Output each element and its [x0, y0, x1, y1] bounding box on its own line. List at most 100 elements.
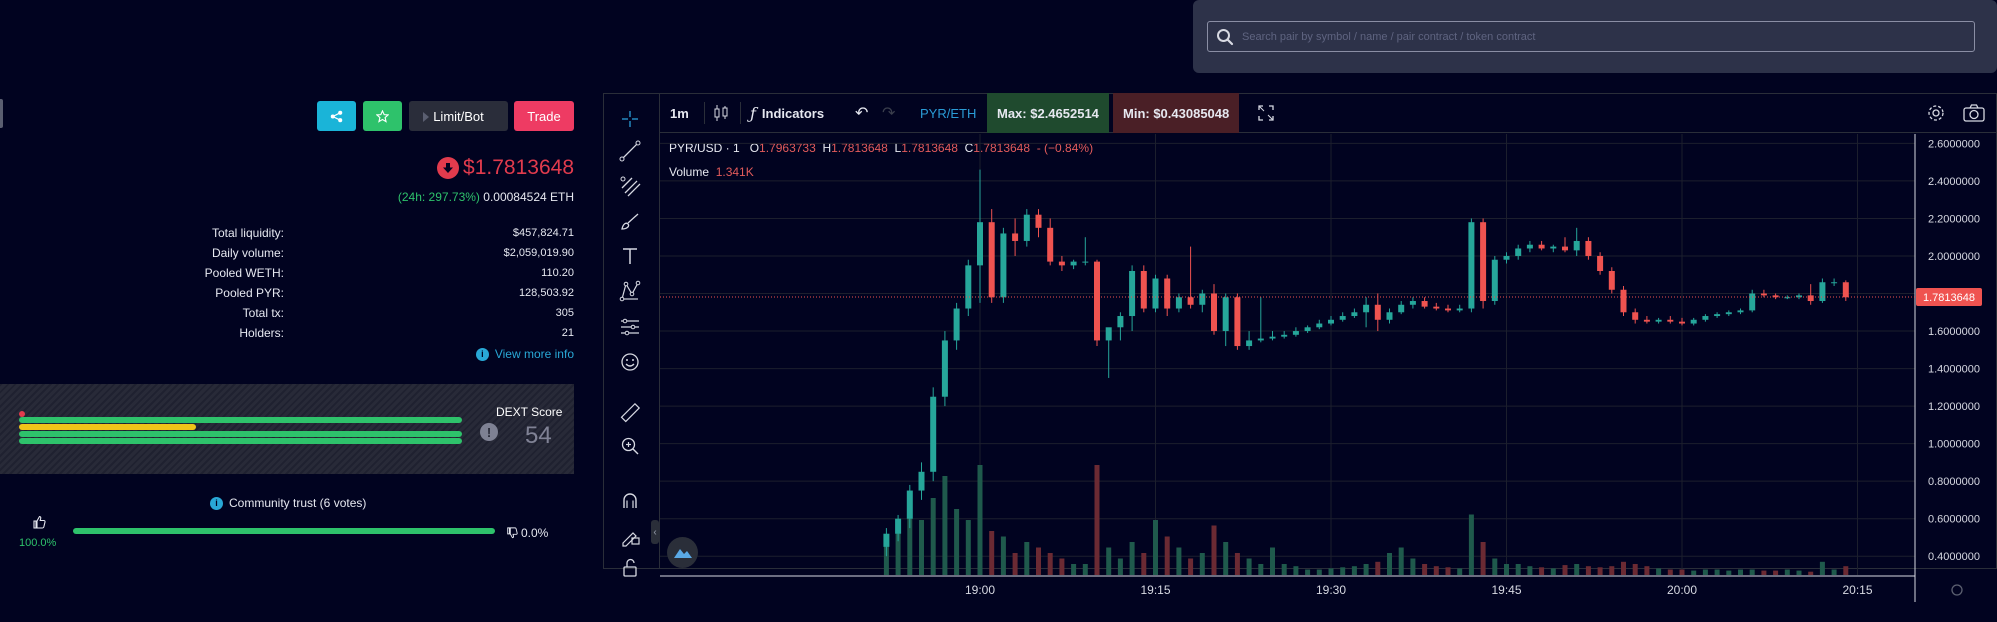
volume-bar: [1667, 569, 1673, 575]
x-tick-label: 19:45: [1491, 583, 1521, 597]
x-tick-label: 20:00: [1667, 583, 1697, 597]
emoji-icon[interactable]: [617, 349, 643, 375]
legend-c-label: C: [964, 141, 974, 155]
downvote-percent: 0.0%: [521, 526, 549, 540]
dext-bar: [19, 417, 462, 423]
chart-container: [603, 93, 1997, 569]
dext-bar: [19, 424, 197, 430]
volume-bar: [1831, 569, 1837, 575]
stat-label: Holders:: [239, 326, 284, 340]
stat-label: Pooled WETH:: [204, 266, 284, 280]
separator: [704, 102, 705, 124]
pattern-icon[interactable]: [617, 278, 643, 304]
price-down-icon: [437, 157, 460, 179]
volume-bar: [1316, 569, 1322, 575]
min-price-badge: Min: $0.43085048: [1113, 93, 1240, 133]
favorite-button[interactable]: [363, 101, 402, 131]
fullscreen-icon[interactable]: [1257, 93, 1275, 133]
trade-button[interactable]: Trade: [514, 101, 574, 131]
trend-line-icon[interactable]: [617, 138, 643, 164]
search-panel: [1193, 0, 1997, 73]
info-icon[interactable]: i: [210, 496, 223, 510]
community-trust-bar: [73, 528, 495, 534]
candles-icon[interactable]: [713, 93, 729, 133]
prediction-icon[interactable]: [617, 314, 643, 340]
ruler-icon[interactable]: [617, 400, 643, 426]
unlock-icon[interactable]: [617, 555, 643, 581]
camera-icon[interactable]: [1963, 93, 1985, 133]
warning-icon[interactable]: !: [480, 423, 498, 441]
collapse-toolbar-button[interactable]: ‹: [651, 520, 659, 544]
limit-bot-button[interactable]: Limit/Bot: [409, 101, 508, 131]
lock-drawing-icon[interactable]: [617, 523, 643, 549]
volume-bar: [1679, 569, 1685, 575]
logo-icon: [673, 548, 692, 558]
x-tick-label: 19:15: [1140, 583, 1170, 597]
pitchfork-icon[interactable]: [617, 173, 643, 199]
separator: [740, 102, 741, 124]
volume-label: Volume: [669, 165, 710, 179]
community-trust-label: Community trust (6 votes): [229, 496, 367, 510]
undo-icon[interactable]: ↶: [855, 105, 869, 122]
pair-switch-button[interactable]: PYR/ETH: [920, 93, 976, 133]
text-icon[interactable]: [617, 243, 643, 269]
magnet-icon[interactable]: [617, 488, 643, 514]
stat-label: Daily volume:: [211, 246, 284, 260]
caret-icon: [423, 112, 429, 122]
stat-value: $457,824.71: [512, 227, 574, 239]
brush-icon[interactable]: [617, 209, 643, 235]
legend-h-label: H: [822, 141, 832, 155]
pair-label: PYR/ETH: [920, 105, 977, 121]
stat-value: 21: [561, 327, 574, 339]
volume-bar: [1749, 569, 1755, 575]
search-input[interactable]: [1242, 30, 1974, 43]
legend-o-label: O: [749, 141, 760, 155]
thumbs-up-icon[interactable]: [32, 515, 46, 534]
dext-score-panel: DEXT Score ! 54: [0, 384, 574, 474]
volume-bar: [1726, 570, 1732, 575]
view-more-info-label: View more info: [494, 347, 574, 361]
axis-settings-icon: [1951, 584, 1963, 596]
crosshair-icon[interactable]: [617, 106, 643, 132]
volume-bar: [1656, 568, 1662, 575]
max-price: Max: $2.4652514: [987, 93, 1109, 133]
community-trust-title: i Community trust (6 votes): [210, 496, 366, 510]
legend-high: 1.7813648: [831, 141, 888, 155]
volume-legend: Volume 1.341K: [669, 165, 754, 179]
stat-value: $2,059,019.90: [503, 247, 574, 259]
info-icon: i: [475, 347, 489, 361]
chart-legend: PYR/USD · 1 O1.7963733 H1.7813648 L1.781…: [669, 141, 1093, 155]
thumbs-down-icon[interactable]: [506, 527, 518, 539]
volume-bar: [1738, 569, 1743, 575]
interval-button[interactable]: 1m: [670, 93, 689, 133]
volume-bar: [1550, 568, 1556, 575]
tradingview-logo[interactable]: [667, 537, 698, 568]
stat-value: 128,503.92: [518, 287, 574, 299]
stat-label: Total liquidity:: [211, 226, 284, 240]
search-icon: [1208, 22, 1242, 51]
settings-icon[interactable]: [1926, 93, 1946, 133]
view-more-info-link[interactable]: i View more info: [475, 347, 574, 361]
max-price-badge: Max: $2.4652514: [987, 93, 1109, 133]
sidebar-edge-handle[interactable]: [0, 99, 3, 128]
downvote: 0.0%: [506, 526, 548, 540]
volume-bar: [1702, 569, 1708, 575]
price-eth: 0.00084524 ETH: [483, 190, 574, 204]
volume-bar: [1773, 570, 1779, 575]
chart-topbar: 1m ƒ Indicators ↶ ↷ PYR/ETH Max: $2.4652…: [660, 93, 1997, 133]
dext-bar: [19, 438, 462, 444]
volume-value: 1.341K: [715, 165, 754, 179]
volume-bar: [1305, 569, 1311, 575]
price-change-24h: (24h: 297.73%): [397, 190, 480, 204]
share-icon: [330, 110, 343, 122]
stat-label: Total tx:: [242, 306, 284, 320]
volume-bar: [1457, 568, 1463, 575]
zoom-in-icon[interactable]: [617, 433, 643, 459]
price-change: (24h: 297.73%) 0.00084524 ETH: [398, 190, 574, 204]
search-box[interactable]: [1207, 21, 1975, 52]
indicators-button[interactable]: ƒ Indicators: [750, 93, 824, 133]
x-tick-label: 19:30: [1316, 583, 1346, 597]
volume-bar: [1808, 571, 1814, 575]
share-button[interactable]: [317, 101, 356, 131]
